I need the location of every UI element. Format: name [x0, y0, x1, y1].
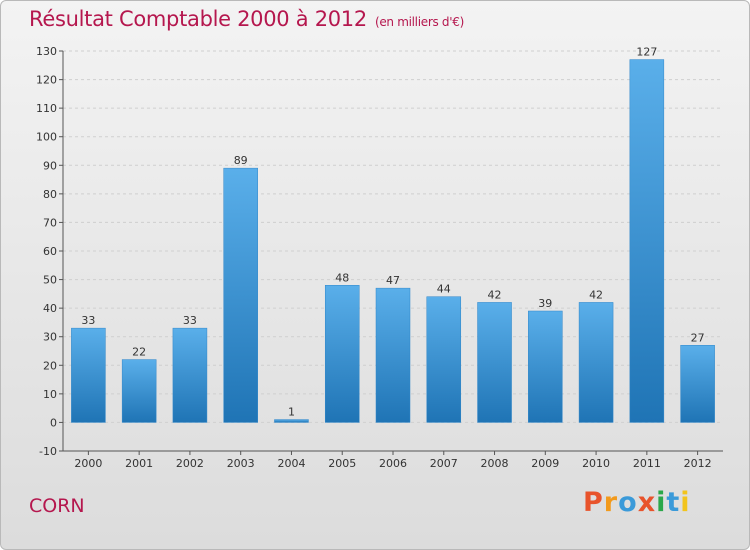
- bar-2004: [274, 419, 309, 423]
- axes: [59, 50, 723, 455]
- x-tick-label-2003: 2003: [227, 457, 255, 470]
- proxiti-logo: Proxiti: [583, 487, 691, 518]
- data-label-2000: 33: [81, 314, 95, 327]
- y-tick-labels: -10 0 10 20 30 40 50 60 70 80 90 100 110 120 130: [36, 45, 57, 458]
- bar-2002: [172, 327, 208, 423]
- bar-2001: [121, 359, 157, 423]
- x-tick-label-2000: 2000: [74, 457, 102, 470]
- y-tick-label: 130: [36, 45, 57, 58]
- data-labels: 33 22 33 89 1 48 47 44 42 39 42 127 27: [81, 46, 704, 419]
- logo-letter: t: [666, 487, 681, 518]
- x-tick-label-2008: 2008: [481, 457, 509, 470]
- data-label-2009: 39: [538, 297, 552, 310]
- data-label-2001: 22: [132, 346, 146, 359]
- x-tick-label-2006: 2006: [379, 457, 407, 470]
- place-name: CORN: [29, 495, 85, 517]
- y-tick-label: 0: [50, 416, 57, 429]
- y-tick-label: 70: [43, 216, 57, 229]
- bar-2010: [578, 302, 614, 423]
- logo-letter: P: [583, 487, 604, 518]
- logo-letter: x: [637, 487, 657, 518]
- logo-letter: i: [680, 487, 691, 518]
- x-tick-label-2010: 2010: [582, 457, 610, 470]
- data-label-2003: 89: [234, 154, 248, 167]
- y-tick-label: 80: [43, 188, 57, 201]
- y-tick-label: 100: [36, 131, 57, 144]
- logo-letter: r: [603, 487, 619, 518]
- bar-2003: [223, 167, 258, 423]
- x-tick-label-2009: 2009: [531, 457, 559, 470]
- x-tick-label-2002: 2002: [176, 457, 204, 470]
- y-tick-label: 120: [36, 74, 57, 87]
- logo-letter: o: [618, 487, 638, 518]
- data-label-2011: 127: [636, 46, 657, 59]
- y-tick-label: 110: [36, 102, 57, 115]
- x-tick-label-2011: 2011: [633, 457, 661, 470]
- y-tick-label: 60: [43, 245, 57, 258]
- data-label-2012: 27: [691, 331, 705, 344]
- y-tick-label: 30: [43, 331, 57, 344]
- chart-title-text: Résultat Comptable 2000 à 2012: [29, 7, 367, 31]
- data-label-2004: 1: [288, 406, 295, 419]
- x-tick-label-2012: 2012: [684, 457, 712, 470]
- x-tick-label-2001: 2001: [125, 457, 153, 470]
- x-tick-labels: 2000 2001 2002 2003 2004 2005 2006 2007 2008 2009…: [74, 457, 711, 470]
- y-tick-label: -10: [39, 445, 57, 458]
- data-label-2006: 47: [386, 274, 400, 287]
- chart-title: Résultat Comptable 2000 à 2012 (en millie…: [29, 7, 464, 31]
- chart-subtitle: (en milliers d'€): [374, 15, 464, 29]
- bar-2012: [680, 345, 715, 423]
- data-label-2007: 44: [437, 283, 451, 296]
- data-label-2005: 48: [335, 271, 349, 284]
- bar-2009: [528, 310, 563, 423]
- x-tick-label-2007: 2007: [430, 457, 458, 470]
- data-label-2010: 42: [589, 288, 603, 301]
- y-tick-label: 10: [43, 388, 57, 401]
- data-label-2008: 42: [488, 288, 502, 301]
- bar-2008: [477, 302, 512, 423]
- bar-2011: [629, 59, 665, 423]
- y-tick-label: 90: [43, 159, 57, 172]
- bar-2006: [375, 287, 411, 423]
- x-tick-label-2004: 2004: [277, 457, 305, 470]
- y-tick-label: 20: [43, 359, 57, 372]
- y-tick-label: 50: [43, 274, 57, 287]
- logo-letter: i: [656, 487, 667, 518]
- bar-2005: [324, 285, 360, 423]
- bars: [71, 59, 715, 423]
- bar-2007: [426, 296, 462, 423]
- bar-2000: [71, 327, 106, 423]
- data-label-2002: 33: [183, 314, 197, 327]
- y-tick-label: 40: [43, 302, 57, 315]
- x-tick-label-2005: 2005: [328, 457, 356, 470]
